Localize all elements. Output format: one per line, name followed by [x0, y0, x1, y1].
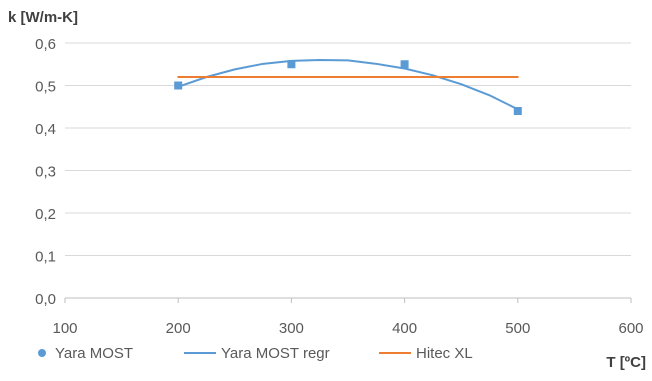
legend: Yara MOST Yara MOST regr Hitec XL [38, 345, 473, 362]
x-tick-label: 200 [166, 320, 191, 337]
x-tick-label: 500 [505, 320, 530, 337]
data-point-yara-most [513, 107, 522, 115]
data-point-yara-most [287, 60, 296, 69]
x-tick-label: 400 [392, 320, 417, 337]
y-tick-label: 0,1 [35, 249, 56, 266]
x-tick-label: 300 [279, 320, 304, 337]
y-tick-label: 0,6 [35, 36, 56, 53]
x-tick-label: 100 [52, 320, 77, 337]
legend-marker-yara-most [38, 349, 46, 357]
x-axis-title: T [ºC] [606, 354, 646, 371]
y-axis-title: k [W/m-K] [8, 9, 78, 26]
legend-label-hitec-xl: Hitec XL [416, 345, 473, 362]
grid-layer [65, 42, 631, 256]
series-layer [174, 59, 522, 115]
data-point-yara-most [400, 60, 409, 69]
y-tick-label: 0,5 [35, 79, 56, 96]
x-tick-label: 600 [618, 320, 643, 337]
legend-label-yara-most: Yara MOST [55, 345, 133, 362]
legend-label-yara-most-regr: Yara MOST regr [221, 345, 330, 362]
data-point-yara-most [174, 81, 183, 90]
tick-layer: 0,0 0,1 0,2 0,3 0,4 0,5 0,6 100 200 300 400 500 600 [35, 36, 643, 337]
series-line-yara-most-regr [177, 59, 519, 111]
y-tick-label: 0,2 [35, 206, 56, 223]
y-tick-label: 0,3 [35, 164, 56, 181]
y-tick-label: 0,0 [35, 291, 56, 308]
y-tick-label: 0,4 [35, 121, 56, 138]
axis-layer [64, 297, 632, 303]
